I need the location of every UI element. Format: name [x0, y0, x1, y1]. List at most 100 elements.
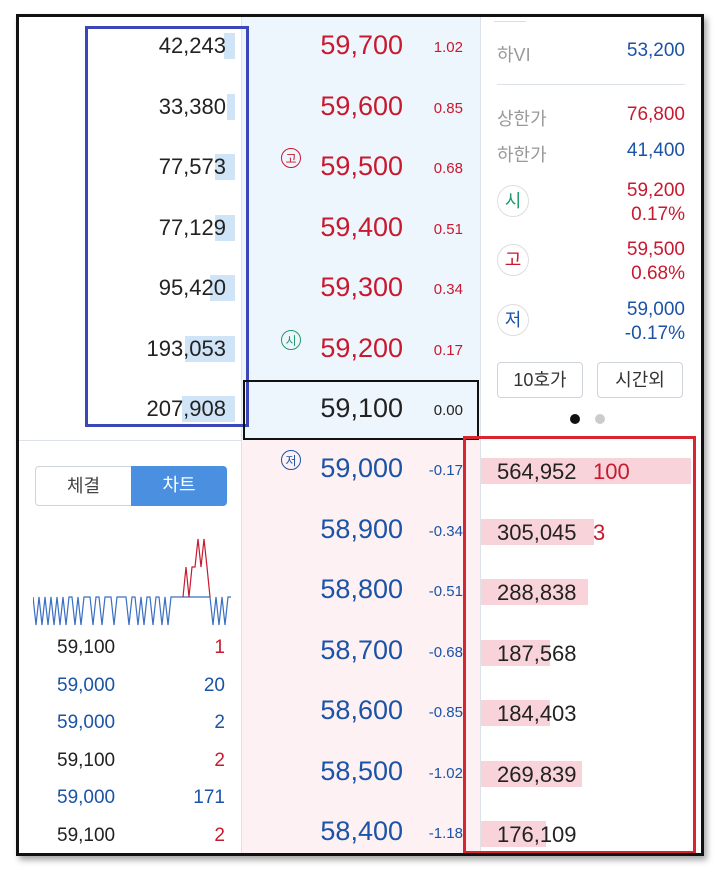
ten-quote-button[interactable]: 10호가 — [497, 362, 583, 398]
bid-price[interactable]: 58,800 — [320, 574, 403, 604]
trade-row: 59,100 2 — [19, 824, 241, 854]
ask-price[interactable]: 59,400 — [320, 211, 403, 242]
bid-price-area — [241, 440, 481, 853]
bid-price[interactable]: 58,500 — [320, 755, 403, 786]
bid-price[interactable]: 58,700 — [320, 634, 403, 665]
bid-volume[interactable]: 184,403 — [497, 701, 577, 726]
ask-volume[interactable]: 42,243 — [158, 33, 226, 58]
bid-volume[interactable]: 564,952 — [497, 459, 577, 484]
bid-volume-bar — [481, 579, 589, 605]
vi-label: 하VI — [497, 45, 531, 65]
open-icon: 시 — [497, 185, 529, 217]
trade-price: 59,000 — [57, 674, 116, 696]
divider — [480, 17, 481, 853]
trade-row: 59,000 2 — [19, 712, 241, 742]
divider — [241, 17, 242, 853]
bid-pct: -0.51 — [428, 583, 463, 600]
ask-pct: 0.85 — [433, 99, 463, 117]
ask-volume-bar — [223, 33, 235, 59]
divider — [19, 440, 241, 441]
trade-qty: 171 — [193, 787, 225, 808]
ask-volume[interactable]: 33,380 — [158, 93, 226, 119]
bid-volume[interactable]: 288,838 — [497, 580, 577, 605]
trade-price: 59,100 — [57, 749, 116, 771]
lower-limit-value: 41,400 — [626, 140, 685, 161]
trade-qty: 2 — [214, 712, 225, 733]
ask-volume-highlight-box — [85, 26, 249, 427]
low-icon: 저 — [497, 304, 529, 336]
bid-change-count: 100 — [593, 459, 630, 484]
low-pct: -0.17% — [624, 323, 685, 344]
ask-pct: 0.17 — [433, 341, 463, 359]
low-marker-icon: 저 — [281, 450, 301, 470]
bid-pct: -1.02 — [428, 764, 463, 782]
trade-price: 59,000 — [57, 787, 116, 808]
ask-pct: 0.34 — [433, 281, 463, 298]
lower-limit-label: 하한가 — [497, 145, 547, 165]
bid-volume[interactable]: 187,568 — [497, 640, 577, 666]
bid-price[interactable]: 58,600 — [320, 695, 403, 725]
tab-chart[interactable]: 차트 — [131, 466, 227, 506]
bid-price[interactable]: 58,900 — [320, 513, 403, 544]
low-value: 59,000 — [626, 299, 685, 320]
bid-volume-bar — [481, 458, 691, 484]
bid-volume[interactable]: 269,839 — [497, 761, 577, 787]
ask-pct: 1.02 — [433, 39, 463, 56]
ask-volume-bar — [226, 93, 235, 120]
ask-volume-bar — [181, 396, 235, 422]
trade-row: 59,000 171 — [19, 787, 241, 817]
partial-row — [494, 17, 526, 22]
trade-row: 59,100 2 — [19, 750, 241, 780]
ask-price[interactable]: 59,600 — [320, 90, 403, 121]
ask-volume-bar — [215, 214, 235, 241]
after-hours-button[interactable]: 시간외 — [597, 362, 683, 398]
ask-volume[interactable]: 207,908 — [146, 396, 226, 421]
open-value: 59,200 — [626, 180, 685, 201]
bid-volume[interactable]: 305,045 — [497, 519, 577, 545]
upper-limit-value: 76,800 — [626, 104, 685, 125]
high-icon: 고 — [497, 244, 529, 276]
ask-volume[interactable]: 193,053 — [146, 335, 226, 361]
high-marker-icon: 고 — [281, 148, 301, 168]
bid-volume-highlight-box — [463, 436, 696, 853]
ask-volume-bar — [215, 154, 235, 180]
bid-pct: -0.17 — [428, 462, 463, 479]
trade-price: 59,100 — [57, 637, 116, 658]
trade-row: 59,100 1 — [19, 637, 241, 667]
trade-qty: 2 — [214, 824, 225, 846]
open-marker-icon: 시 — [281, 329, 301, 350]
page-dot[interactable] — [595, 414, 605, 424]
price-column — [241, 17, 481, 853]
ask-price[interactable]: 59,200 — [320, 332, 403, 363]
tick-chart-icon — [33, 538, 231, 626]
ask-pct: 0.00 — [433, 402, 463, 419]
trade-qty: 2 — [214, 749, 225, 771]
trade-qty: 20 — [203, 674, 225, 696]
high-pct: 0.68% — [631, 263, 685, 284]
page-dot-active[interactable] — [570, 414, 580, 424]
ask-price[interactable]: 59,500 — [320, 151, 403, 181]
bid-volume-bar — [481, 700, 551, 726]
bid-price[interactable]: 58,400 — [320, 816, 403, 846]
ask-volume[interactable]: 95,420 — [158, 275, 226, 300]
bid-pct: -0.68 — [428, 643, 463, 661]
current-price[interactable]: 59,100 — [320, 393, 403, 423]
bid-pct: -0.34 — [428, 522, 463, 540]
tab-trades[interactable]: 체결 — [35, 466, 131, 506]
bid-volume-bar — [481, 518, 595, 545]
high-value: 59,500 — [626, 239, 685, 260]
trade-price: 59,000 — [57, 712, 116, 733]
divider — [497, 84, 685, 85]
open-pct: 0.17% — [631, 204, 685, 225]
trade-row: 59,000 20 — [19, 675, 241, 705]
bid-volume-bar — [481, 760, 582, 787]
bid-price[interactable]: 59,000 — [320, 453, 403, 483]
bid-volume-bar — [481, 821, 547, 847]
bid-pct: -1.18 — [428, 825, 463, 842]
ask-price[interactable]: 59,700 — [320, 30, 403, 60]
ask-volume[interactable]: 77,573 — [158, 154, 226, 179]
orderbook-panel: 42,243 59,700 1.02 33,380 59,600 0.85 77,573 59… — [16, 14, 704, 856]
bid-volume[interactable]: 176,109 — [497, 822, 577, 847]
ask-price[interactable]: 59,300 — [320, 272, 403, 302]
ask-volume[interactable]: 77,129 — [158, 214, 226, 240]
